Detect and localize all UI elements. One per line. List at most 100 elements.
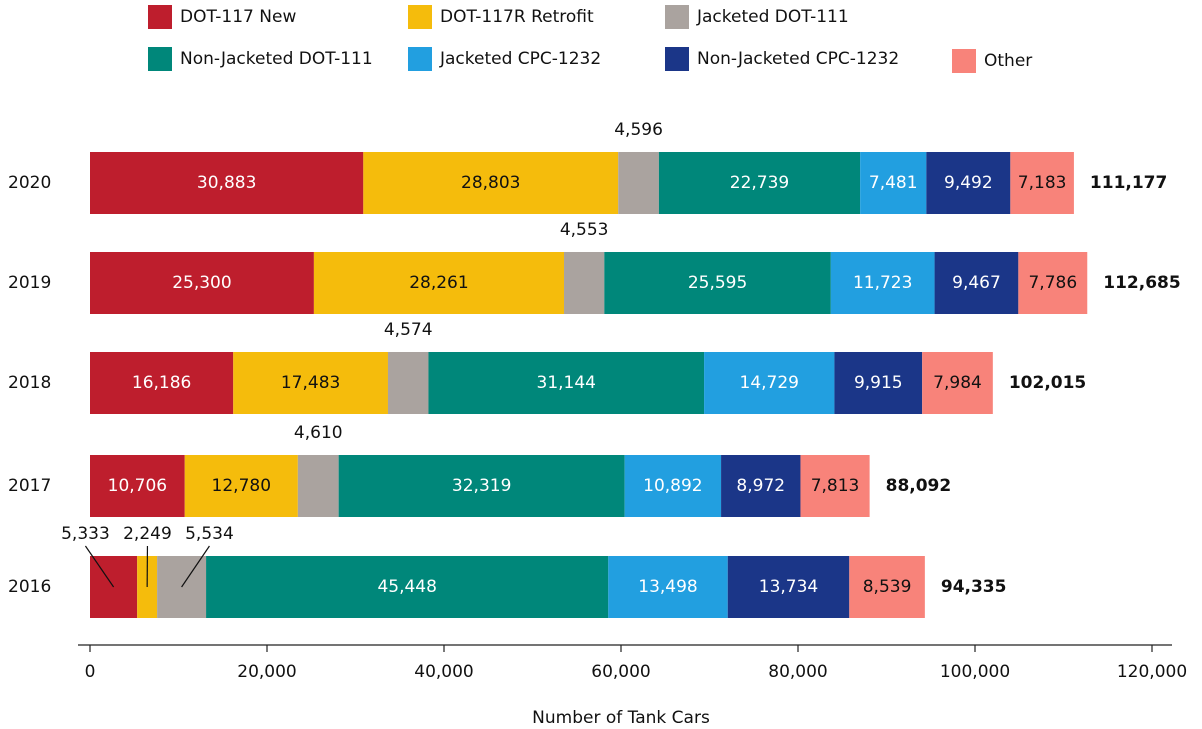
x-tick-label: 20,000 [237, 662, 296, 682]
bar-value-label: 16,186 [132, 373, 191, 393]
bar-value-label: 5,333 [61, 524, 110, 544]
bar-segment [90, 352, 234, 414]
bar-segment [428, 352, 705, 414]
bar-value-label: 4,596 [614, 120, 663, 140]
bar-segment [297, 455, 339, 517]
bar-segment [849, 556, 925, 618]
bar-segment [704, 352, 835, 414]
legend-swatch [952, 49, 976, 73]
total-label: 94,335 [941, 577, 1007, 597]
legend-swatch [665, 47, 689, 71]
bar-value-label: 12,780 [212, 476, 271, 496]
legend-swatch [148, 47, 172, 71]
bar-segment [934, 252, 1019, 314]
leader-line [84, 545, 115, 588]
bar-segment [618, 152, 659, 214]
total-label: 102,015 [1009, 373, 1086, 393]
bar-value-label: 2,249 [123, 524, 172, 544]
bar-value-label: 45,448 [377, 577, 436, 597]
bar-value-label: 28,261 [409, 273, 468, 293]
y-tick-label: 2018 [8, 373, 51, 393]
bar-value-label: 10,892 [643, 476, 702, 496]
bar-segment [721, 455, 801, 517]
bar-segment [184, 455, 298, 517]
y-tick-label: 2019 [8, 273, 51, 293]
bar-segment [800, 455, 870, 517]
bar-segment [922, 352, 993, 414]
bar-value-label: 7,481 [869, 173, 918, 193]
bar-segment [830, 252, 935, 314]
bar-segment [90, 455, 185, 517]
legend-label: Jacketed CPC-1232 [439, 49, 601, 69]
bar-segment [564, 252, 605, 314]
x-axis-title: Number of Tank Cars [532, 708, 710, 728]
y-tick-label: 2020 [8, 173, 51, 193]
bar-segment [387, 352, 429, 414]
bar-value-label: 25,300 [172, 273, 231, 293]
bar-value-label: 9,915 [854, 373, 903, 393]
legend-swatch [665, 5, 689, 29]
bar-value-label: 13,498 [638, 577, 697, 597]
legend-label: DOT-117 New [180, 7, 296, 27]
total-label: 88,092 [886, 476, 952, 496]
bar-segment [926, 152, 1011, 214]
bar-value-label: 5,534 [185, 524, 234, 544]
total-label: 112,685 [1103, 273, 1180, 293]
bar-segment [624, 455, 722, 517]
bar-value-label: 30,883 [197, 173, 256, 193]
bar-value-label: 4,553 [560, 220, 609, 240]
legend-label: Non-Jacketed CPC-1232 [697, 49, 899, 69]
legend-label: Jacketed DOT-111 [696, 7, 849, 27]
bar-value-label: 25,595 [688, 273, 747, 293]
bar-value-label: 9,467 [952, 273, 1001, 293]
legend-label: DOT-117R Retrofit [440, 7, 594, 27]
legend-label: Other [984, 51, 1032, 71]
bar-segment [90, 152, 364, 214]
bar-value-label: 22,739 [730, 173, 789, 193]
bar-value-label: 4,610 [294, 423, 343, 443]
x-tick-label: 40,000 [414, 662, 473, 682]
bar-segment [860, 152, 927, 214]
total-label: 111,177 [1090, 173, 1167, 193]
legend-swatch [408, 47, 432, 71]
bar-segment [233, 352, 388, 414]
bar-segment [363, 152, 619, 214]
bar-value-label: 17,483 [281, 373, 340, 393]
bar-value-label: 8,539 [863, 577, 912, 597]
bar-value-label: 31,144 [537, 373, 596, 393]
legend-label: Non-Jacketed DOT-111 [180, 49, 373, 69]
leader-line [181, 545, 210, 588]
bar-segment [206, 556, 609, 618]
legend-swatch [148, 5, 172, 29]
bar-value-label: 28,803 [461, 173, 520, 193]
bar-value-label: 7,183 [1018, 173, 1067, 193]
legend-swatch [408, 5, 432, 29]
x-tick-label: 80,000 [768, 662, 827, 682]
bar-value-label: 13,734 [759, 577, 818, 597]
bar-segment [658, 152, 861, 214]
y-tick-label: 2016 [8, 577, 51, 597]
bar-segment [727, 556, 850, 618]
bar-segment [1010, 152, 1074, 214]
bar-segment [1018, 252, 1088, 314]
bar-value-label: 4,574 [384, 320, 433, 340]
bar-segment [338, 455, 625, 517]
bar-segment [608, 556, 728, 618]
bar-value-label: 8,972 [736, 476, 785, 496]
bar-value-label: 7,813 [811, 476, 860, 496]
bar-value-label: 7,786 [1028, 273, 1077, 293]
x-tick-label: 120,000 [1117, 662, 1187, 682]
bar-segment [604, 252, 831, 314]
x-tick-label: 0 [85, 662, 96, 682]
y-tick-label: 2017 [8, 476, 51, 496]
bar-segment [834, 352, 923, 414]
bar-segment [313, 252, 565, 314]
bar-value-label: 7,984 [933, 373, 982, 393]
bar-value-label: 14,729 [740, 373, 799, 393]
bar-value-label: 11,723 [853, 273, 912, 293]
bar-value-label: 9,492 [944, 173, 993, 193]
x-tick-label: 60,000 [591, 662, 650, 682]
x-tick-label: 100,000 [940, 662, 1010, 682]
bar-value-label: 32,319 [452, 476, 511, 496]
